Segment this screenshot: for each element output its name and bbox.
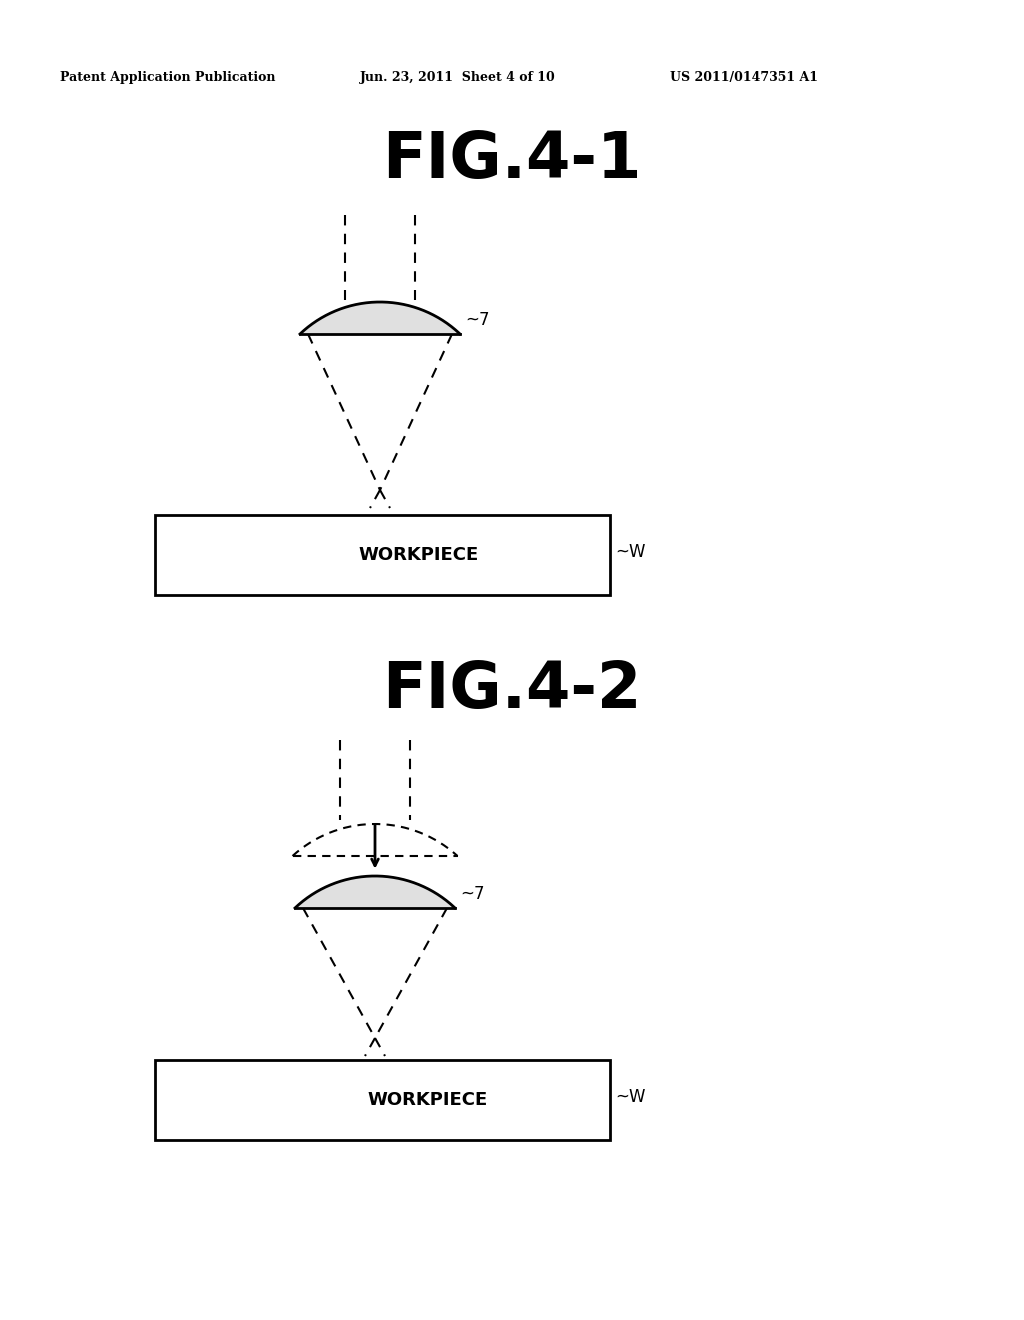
Text: WORKPIECE: WORKPIECE bbox=[368, 1092, 488, 1109]
Bar bbox=[155, 1060, 610, 1140]
Text: Jun. 23, 2011  Sheet 4 of 10: Jun. 23, 2011 Sheet 4 of 10 bbox=[360, 71, 556, 84]
Text: US 2011/0147351 A1: US 2011/0147351 A1 bbox=[670, 71, 818, 84]
Text: ~7: ~7 bbox=[460, 884, 484, 903]
Polygon shape bbox=[300, 302, 460, 334]
Text: FIG.4-1: FIG.4-1 bbox=[382, 129, 642, 191]
Bar bbox=[155, 515, 610, 595]
Text: FIG.4-2: FIG.4-2 bbox=[382, 659, 642, 721]
Text: ~W: ~W bbox=[615, 543, 645, 561]
Polygon shape bbox=[295, 876, 455, 908]
Text: Patent Application Publication: Patent Application Publication bbox=[60, 71, 275, 84]
Text: ~7: ~7 bbox=[465, 312, 489, 329]
Text: ~W: ~W bbox=[615, 1088, 645, 1106]
Text: WORKPIECE: WORKPIECE bbox=[358, 546, 479, 564]
